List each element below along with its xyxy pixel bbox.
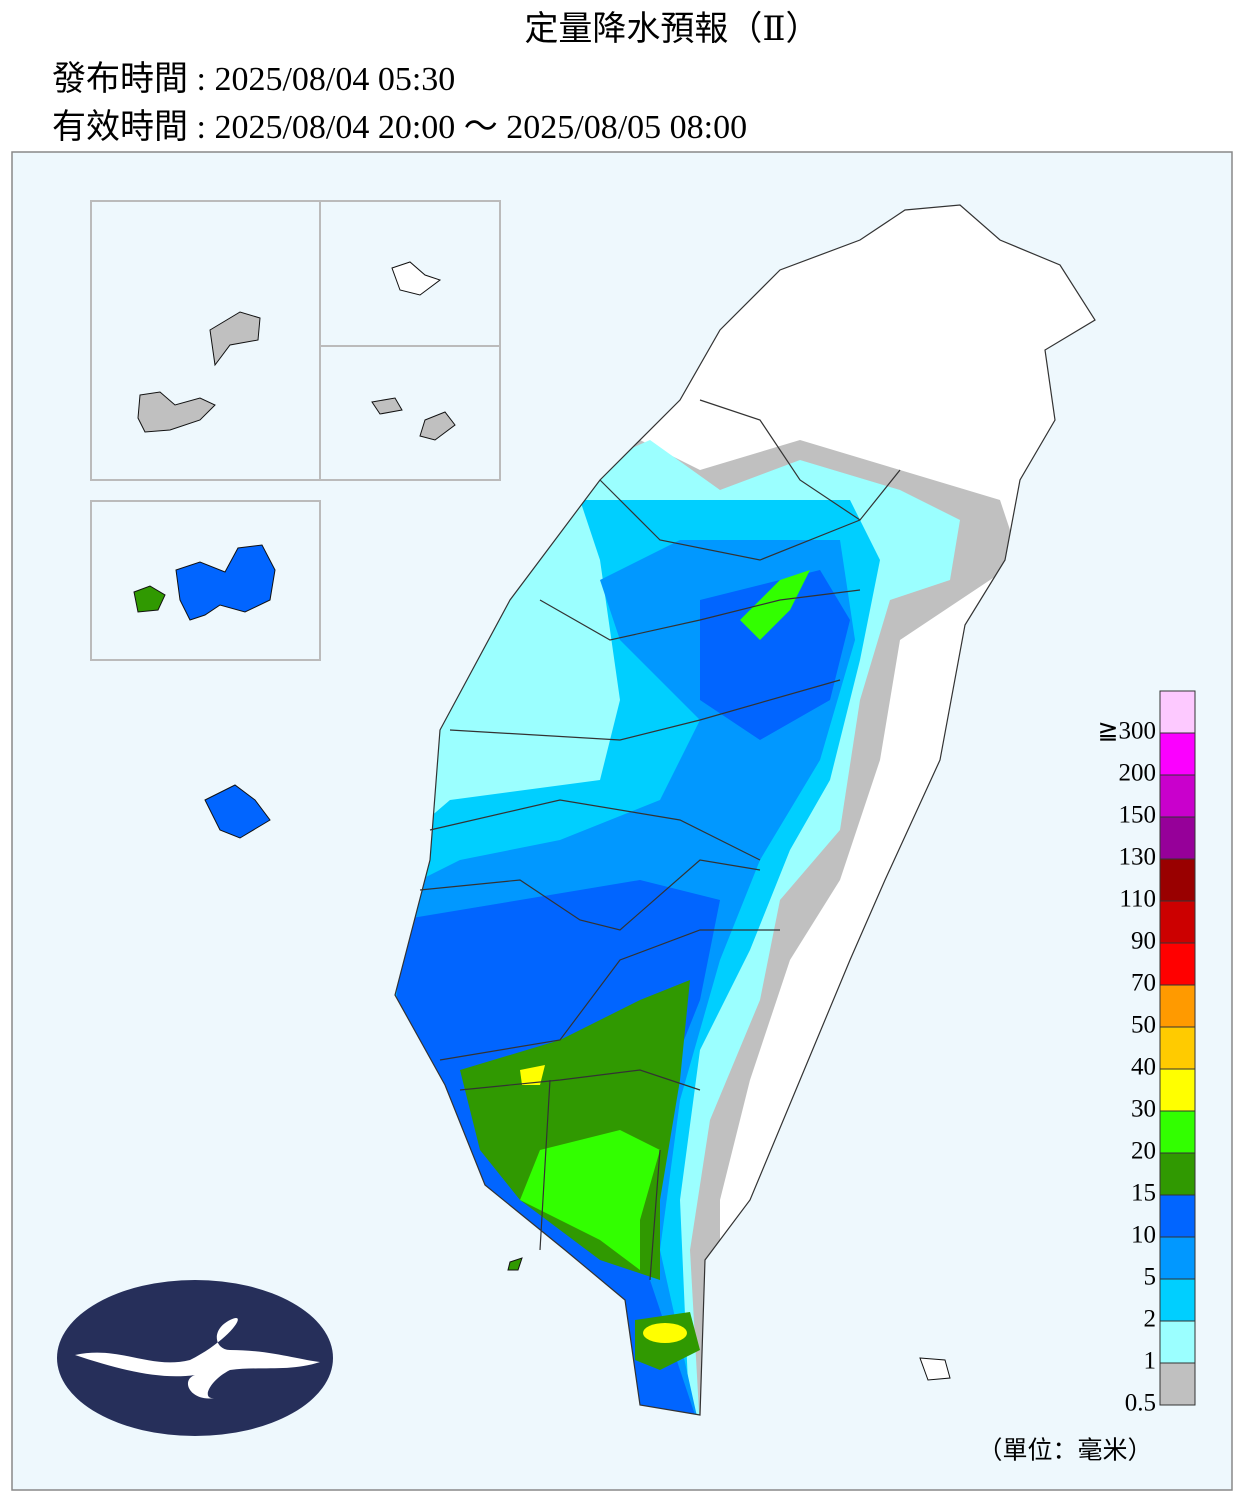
legend-swatch bbox=[1159, 900, 1196, 944]
legend-label: 200 bbox=[1119, 760, 1157, 787]
legend-label: 40 bbox=[1131, 1054, 1156, 1081]
title: 定量降水預報（Ⅱ） bbox=[524, 10, 819, 48]
legend-label: 130 bbox=[1119, 844, 1157, 871]
legend-label: 30 bbox=[1131, 1096, 1156, 1123]
legend-label: 2 bbox=[1144, 1306, 1157, 1333]
legend-swatch bbox=[1159, 984, 1196, 1028]
legend-label: 90 bbox=[1131, 928, 1156, 955]
insets bbox=[90, 200, 501, 661]
legend-label: ≧300 bbox=[1098, 718, 1156, 745]
legend-swatch bbox=[1159, 1320, 1196, 1364]
legend-swatch bbox=[1159, 1110, 1196, 1154]
cwa-logo bbox=[57, 1280, 333, 1436]
valid-time: 有效時間 : 2025/08/04 20:00 ～ 2025/08/05 08:… bbox=[52, 108, 747, 146]
legend-label: 50 bbox=[1131, 1012, 1156, 1039]
legend-label: 5 bbox=[1144, 1264, 1157, 1291]
legend-swatch bbox=[1159, 1152, 1196, 1196]
legend-swatch bbox=[1159, 1194, 1196, 1238]
legend-label: 110 bbox=[1119, 886, 1156, 913]
legend-swatch bbox=[1159, 1068, 1196, 1112]
legend-swatch bbox=[1159, 858, 1196, 902]
legend-swatch bbox=[1159, 690, 1196, 734]
legend-swatch bbox=[1159, 816, 1196, 860]
county-borders bbox=[419, 399, 901, 1281]
legend-swatch bbox=[1159, 1362, 1196, 1406]
unit-label: （單位：毫米） bbox=[977, 1437, 1152, 1465]
legend-swatch bbox=[1159, 942, 1196, 986]
legend: 0.5 1 2 5 10 15 20 30 40 50 70 90 110 130 150 200 ≧300 bbox=[1098, 690, 1196, 1417]
issued-time: 發布時間 : 2025/08/04 05:30 bbox=[52, 60, 455, 98]
legend-label: 10 bbox=[1131, 1222, 1156, 1249]
legend-swatch bbox=[1159, 732, 1196, 776]
legend-label: 20 bbox=[1131, 1138, 1156, 1165]
legend-swatch bbox=[1159, 1278, 1196, 1322]
legend-label: 70 bbox=[1131, 970, 1156, 997]
legend-label: 0.5 bbox=[1125, 1390, 1156, 1417]
islands bbox=[133, 261, 951, 1381]
legend-swatch bbox=[1159, 1236, 1196, 1280]
legend-label: 1 bbox=[1144, 1348, 1157, 1375]
legend-swatch bbox=[1159, 774, 1196, 818]
legend-label: 15 bbox=[1131, 1180, 1156, 1207]
legend-label: 150 bbox=[1119, 802, 1157, 829]
legend-swatch bbox=[1159, 1026, 1196, 1070]
